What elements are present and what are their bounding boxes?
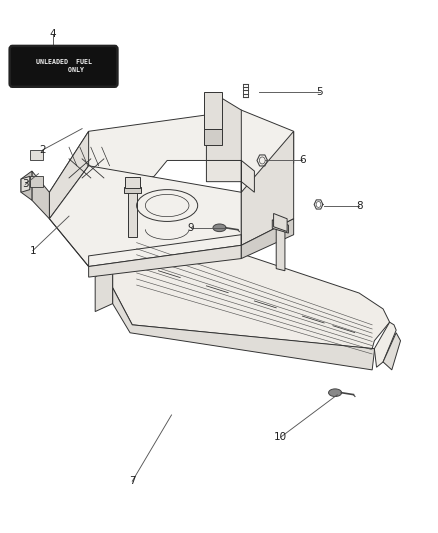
Text: 6: 6 [298, 156, 305, 165]
Text: 1: 1 [29, 246, 36, 256]
Polygon shape [30, 150, 43, 160]
Text: 5: 5 [316, 86, 322, 96]
Polygon shape [206, 97, 241, 192]
Ellipse shape [212, 224, 226, 232]
Polygon shape [95, 264, 113, 312]
Polygon shape [113, 288, 374, 370]
Text: 4: 4 [49, 29, 56, 39]
Text: 9: 9 [187, 223, 194, 233]
Polygon shape [88, 245, 241, 277]
FancyBboxPatch shape [10, 46, 117, 87]
Polygon shape [21, 171, 32, 200]
Polygon shape [204, 92, 221, 128]
Polygon shape [49, 131, 88, 219]
Polygon shape [32, 171, 49, 219]
Text: 7: 7 [129, 477, 135, 486]
Polygon shape [204, 128, 221, 144]
Text: 2: 2 [39, 145, 46, 155]
Ellipse shape [328, 389, 341, 397]
Text: 8: 8 [355, 200, 362, 211]
Polygon shape [123, 187, 141, 193]
Polygon shape [273, 214, 286, 231]
Polygon shape [21, 176, 30, 192]
Polygon shape [206, 160, 254, 192]
Polygon shape [113, 219, 389, 349]
Polygon shape [124, 177, 140, 188]
Polygon shape [272, 220, 288, 233]
Polygon shape [382, 333, 399, 370]
Polygon shape [241, 131, 293, 245]
Polygon shape [374, 322, 395, 367]
Polygon shape [127, 192, 136, 237]
Text: 3: 3 [22, 179, 28, 189]
Polygon shape [49, 110, 293, 192]
Text: UNLEADED  FUEL
      ONLY: UNLEADED FUEL ONLY [35, 59, 92, 74]
Polygon shape [30, 176, 43, 187]
Text: 10: 10 [273, 432, 286, 442]
Polygon shape [49, 166, 241, 266]
Polygon shape [241, 219, 293, 259]
Polygon shape [276, 224, 284, 271]
